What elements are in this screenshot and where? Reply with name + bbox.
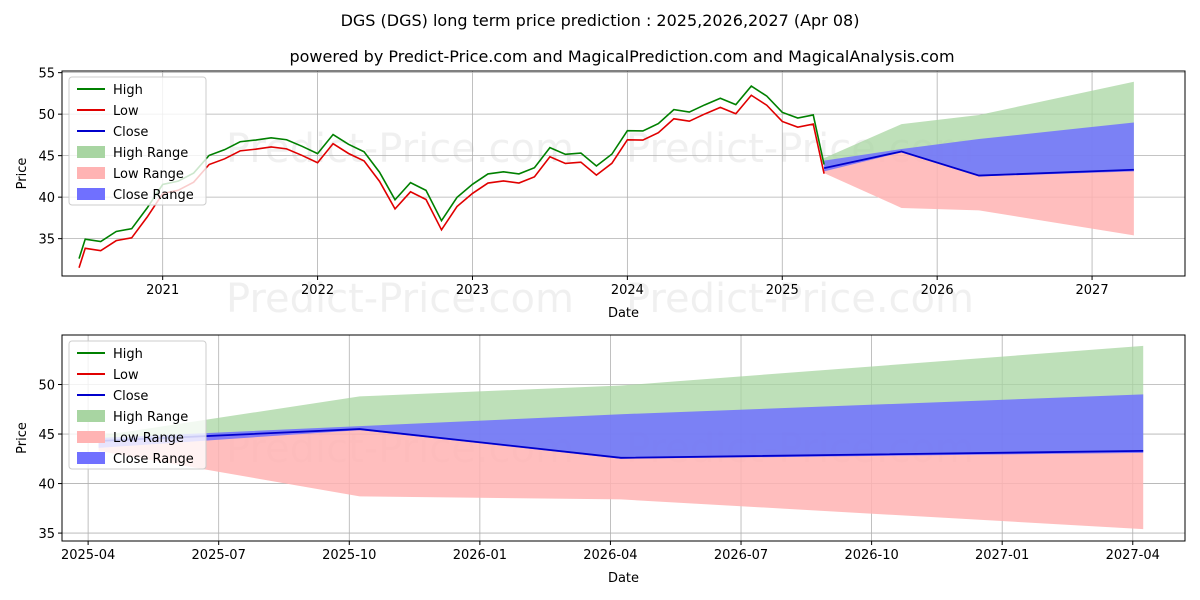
x-tick-label: 2026-01: [453, 548, 507, 563]
x-tick-label: 2025-10: [322, 548, 376, 563]
legend-swatch: [77, 452, 105, 464]
legend-label: Low Range: [113, 167, 184, 182]
legend-swatch: [77, 146, 105, 158]
legend-label: High: [113, 347, 143, 362]
watermark-text: Predict-Price.com: [226, 276, 574, 322]
y-tick-label: 40: [38, 191, 55, 206]
legend-label: Low Range: [113, 431, 184, 446]
legend-swatch: [77, 167, 105, 179]
y-tick-label: 50: [38, 379, 55, 394]
x-tick-label: 2025-07: [192, 548, 246, 563]
x-tick-label: 2025-04: [61, 548, 115, 563]
chart-title: DGS (DGS) long term price prediction : 2…: [341, 11, 860, 30]
legend-label: High Range: [113, 146, 188, 161]
close-forecast-line: [98, 428, 1144, 459]
x-tick-label: 2027: [1076, 283, 1109, 298]
y-tick-label: 55: [38, 67, 55, 82]
legend-swatch: [77, 410, 105, 422]
y-tick-label: 40: [38, 478, 55, 493]
y-axis-label: Price: [15, 158, 30, 190]
plot-frame: [61, 334, 1186, 542]
legend-label: Close: [113, 389, 148, 404]
legend-label: Close Range: [113, 452, 194, 467]
legend-label: High Range: [113, 410, 188, 425]
x-tick-label: 2025: [766, 283, 799, 298]
plot-frame: [61, 70, 1186, 277]
x-axis-label: Date: [608, 571, 639, 586]
x-tick-label: 2026-04: [583, 548, 637, 563]
x-tick-label: 2026-07: [714, 548, 768, 563]
close-range-band: [824, 122, 1134, 177]
y-tick-label: 50: [38, 108, 55, 123]
x-tick-label: 2023: [456, 283, 489, 298]
chart-subtitle: powered by Predict-Price.com and Magical…: [289, 47, 954, 66]
legend-label: Close: [113, 125, 148, 140]
watermark-text: Predict-Price.com: [226, 126, 574, 172]
legend-swatch: [77, 431, 105, 443]
y-tick-label: 35: [38, 233, 55, 248]
y-axis-label: Price: [15, 422, 30, 454]
close-range-band: [98, 394, 1144, 459]
legend-label: Close Range: [113, 188, 194, 203]
legend-label: Low: [113, 368, 139, 383]
x-tick-label: 2026-10: [844, 548, 898, 563]
low-range-band: [98, 429, 1144, 530]
legend-label: High: [113, 83, 143, 98]
x-tick-label: 2024: [611, 283, 644, 298]
x-tick-label: 2027-04: [1106, 548, 1160, 563]
close-forecast-line: [823, 150, 1134, 177]
x-tick-label: 2021: [146, 283, 179, 298]
x-axis-label: Date: [608, 306, 639, 321]
low-range-band: [824, 151, 1134, 236]
legend-swatch: [77, 188, 105, 200]
history-panel: Predict-Price.com Predict-Price.com Pred…: [15, 67, 1186, 322]
forecast-panel: Predict-Price.com Predict-Price.com 2025…: [15, 334, 1186, 586]
y-tick-label: 45: [38, 150, 55, 165]
watermark-text: Predict-Price.com: [626, 276, 974, 322]
y-tick-label: 45: [38, 428, 55, 443]
x-tick-label: 2026: [921, 283, 954, 298]
x-tick-label: 2027-01: [975, 548, 1029, 563]
y-tick-label: 35: [38, 527, 55, 542]
legend-label: Low: [113, 104, 139, 119]
x-tick-label: 2022: [301, 283, 334, 298]
